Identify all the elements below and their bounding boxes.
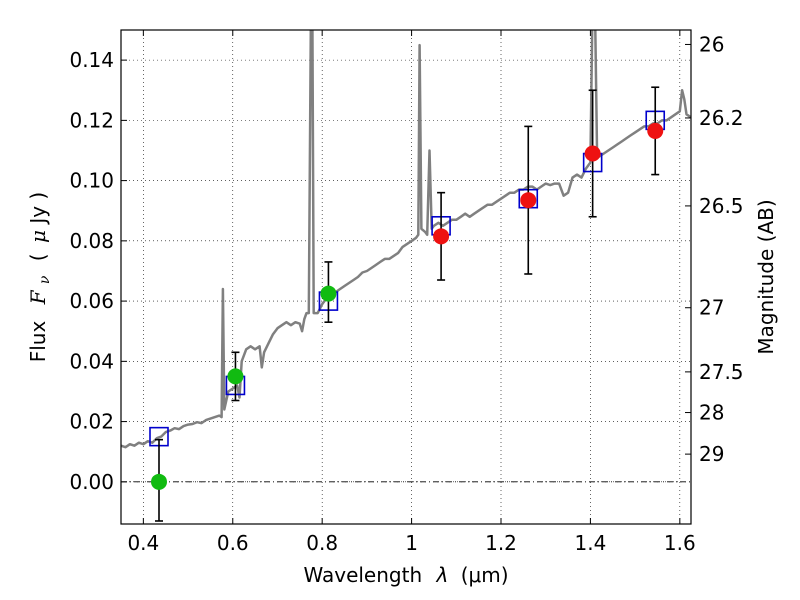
right-tick-label: 29 xyxy=(699,442,724,466)
spectrum-line xyxy=(121,30,691,449)
right-tick-label: 28 xyxy=(699,401,724,425)
observed-point-red xyxy=(520,192,537,209)
observed-point-green xyxy=(151,473,167,490)
observed-point-green xyxy=(227,368,244,385)
spectrum xyxy=(121,30,691,449)
x-tick-label: 0.4 xyxy=(127,531,159,555)
y-tick-label: 0.02 xyxy=(69,410,114,434)
right-tick-label: 27 xyxy=(699,296,724,320)
y-axis-label: Flux F ν ( μ Jy ) xyxy=(26,192,54,363)
observed-photometry xyxy=(151,86,664,522)
observed-point-red xyxy=(433,228,450,245)
observed-point-red xyxy=(584,145,601,162)
grid xyxy=(121,30,691,524)
y-tick-label: 0.06 xyxy=(69,289,114,313)
plot-frame xyxy=(120,29,692,525)
right-axis-label: Magnitude (AB) xyxy=(754,199,778,354)
y-tick-label: 0.12 xyxy=(69,108,114,132)
x-tick-label: 1.6 xyxy=(664,531,696,555)
axis-ticks: 0.4 0.6 0.8 1 1.2 1.4 1.6 0.00 0.02 0.04 0.06 0.08 0… xyxy=(69,30,744,555)
x-axis-label: Wavelength λ (μm) xyxy=(303,563,508,587)
x-tick-label: 1.4 xyxy=(575,531,607,555)
right-tick-label: 26 xyxy=(699,32,724,56)
y-tick-label: 0.10 xyxy=(69,169,114,193)
y-tick-label: 0.08 xyxy=(69,229,114,253)
x-tick-label: 0.8 xyxy=(306,531,338,555)
right-tick-label: 27.5 xyxy=(699,360,744,384)
right-tick-label: 26.2 xyxy=(699,106,744,130)
observed-point-red xyxy=(647,122,664,139)
x-tick-label: 1.2 xyxy=(485,531,517,555)
right-tick-label: 26.5 xyxy=(699,194,744,218)
y-tick-label: 0.00 xyxy=(69,470,114,494)
x-tick-label: 1 xyxy=(405,531,418,555)
observed-point-green xyxy=(320,285,337,302)
y-tick-label: 0.14 xyxy=(69,48,114,72)
y-tick-label: 0.04 xyxy=(69,349,114,373)
x-tick-label: 0.6 xyxy=(217,531,249,555)
